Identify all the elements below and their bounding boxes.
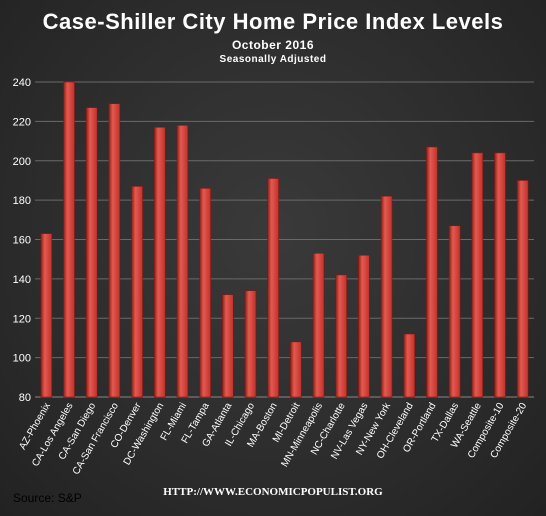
y-tick-label: 100 [13,353,31,365]
y-tick-label: 120 [13,313,31,325]
footer-url: HTTP://WWW.ECONOMICPOPULIST.ORG [163,486,383,498]
y-tick-label: 160 [13,235,31,247]
bar [267,178,279,398]
bar [312,252,325,398]
bar [244,290,257,398]
chart-title: Case-Shiller City Home Price Index Level… [42,9,504,34]
bar [40,233,53,398]
bar [108,103,121,398]
bar [380,195,393,398]
y-tick-label: 180 [13,195,31,207]
y-tick-label: 80 [19,392,31,404]
chart-subtitle-adjustment: Seasonally Adjusted [219,54,327,65]
bar [471,152,484,398]
y-tick-label: 200 [13,156,31,168]
y-tick-label: 220 [13,116,31,128]
bar [516,180,529,398]
bar [358,254,370,398]
bar [85,107,98,398]
y-tick-label: 140 [13,274,31,286]
bar [176,125,189,398]
y-tick-label: 240 [13,77,31,89]
bar [221,294,234,398]
source-note: Source: S&P [13,491,82,505]
bar [403,333,416,398]
bar [335,274,348,398]
bar [494,152,506,398]
bar [63,81,75,398]
bar [426,146,438,398]
bar [153,126,166,398]
bar [448,225,461,398]
chart-subtitle: October 2016 [231,38,315,52]
bar [131,186,143,398]
bar [290,341,302,398]
bar [199,188,211,398]
